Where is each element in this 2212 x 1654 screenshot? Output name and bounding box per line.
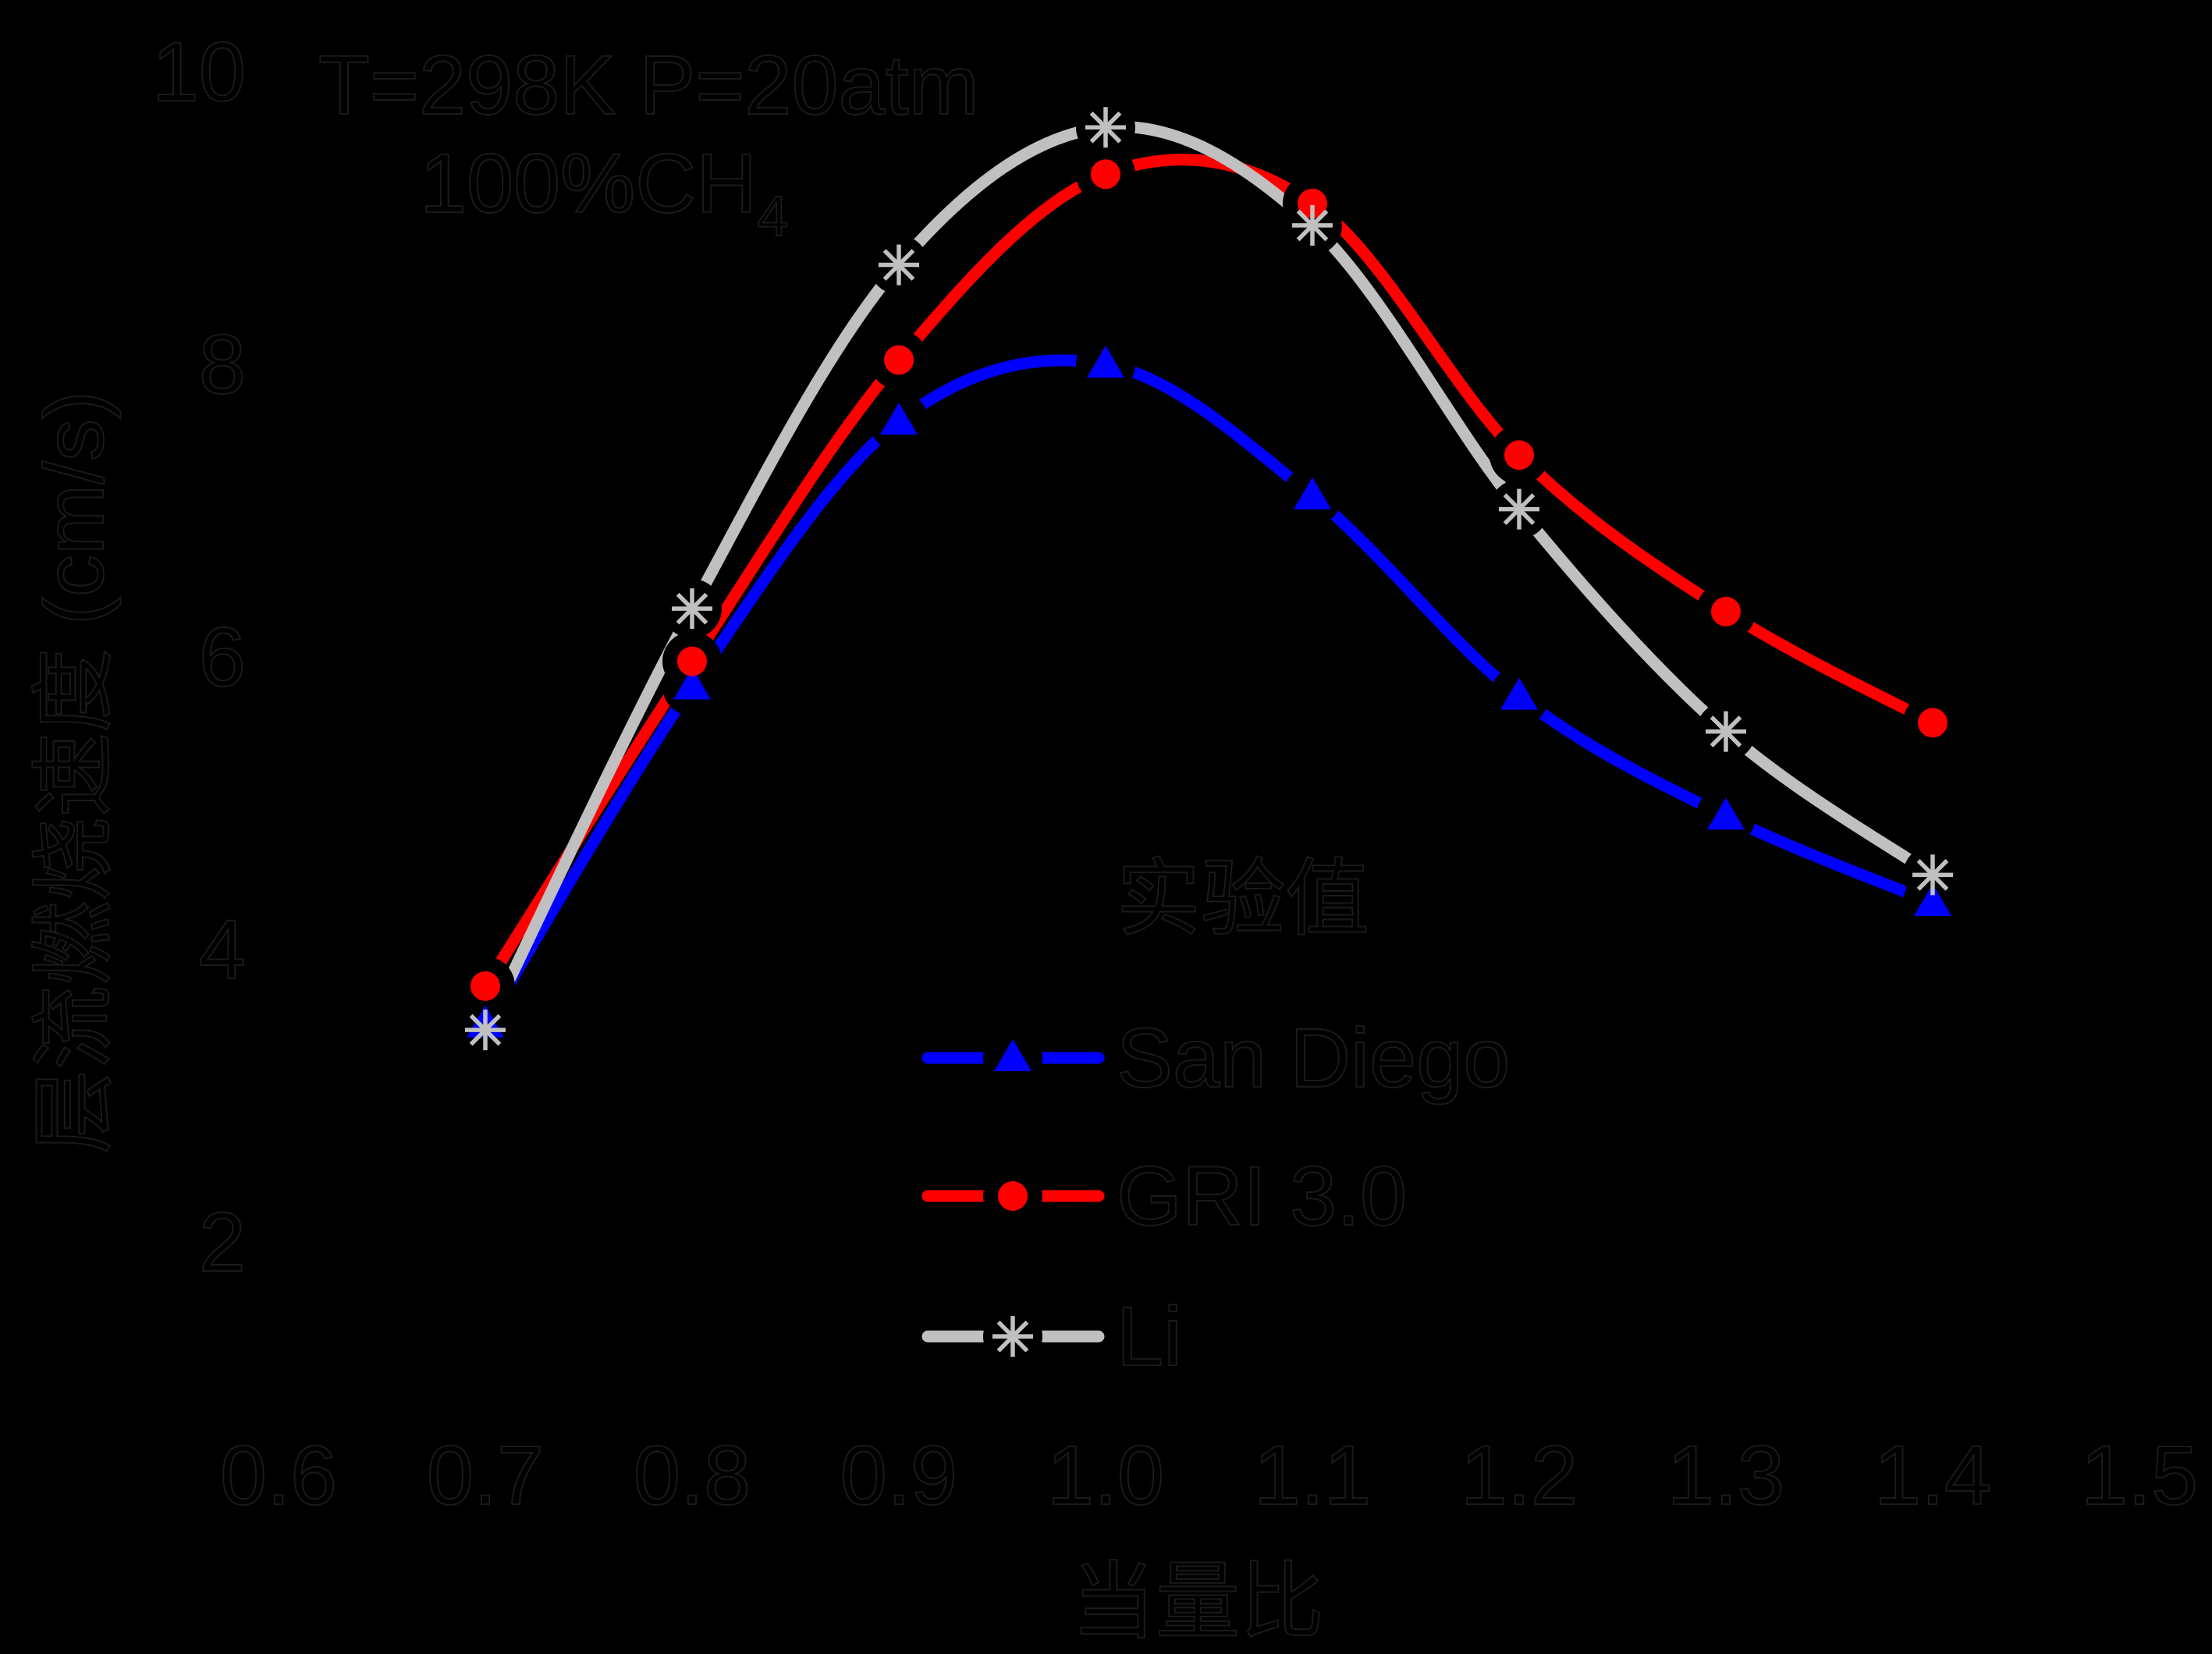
marker-circle [1298, 188, 1327, 218]
marker-circle [1504, 440, 1534, 470]
marker-circle [470, 971, 500, 1001]
legend-sample-marker-asterisk [996, 1320, 1029, 1353]
marker-triangle [1294, 477, 1331, 509]
marker-circle [677, 646, 707, 676]
marker-triangle [1914, 884, 1951, 916]
marker-triangle [1707, 797, 1745, 830]
marker-asterisk [1296, 209, 1329, 242]
x-tick-label: 1.3 [1667, 1427, 1785, 1523]
x-tick-label: 1.1 [1253, 1427, 1372, 1523]
legend-label-san-diego: San Diego [1116, 1010, 1511, 1106]
annotation-mixture-main: 100%CH [419, 135, 758, 231]
y-tick-label: 10 [151, 23, 247, 119]
x-tick-label: 0.7 [426, 1427, 545, 1523]
x-tick-label: 1.2 [1460, 1427, 1578, 1523]
marker-asterisk [1916, 859, 1949, 891]
marker-asterisk [469, 1013, 502, 1046]
annotation-mixture: 100%CH4 [419, 131, 789, 249]
marker-circle [1711, 596, 1741, 626]
x-tick-label: 0.6 [219, 1427, 338, 1523]
y-tick-label: 6 [198, 609, 247, 705]
x-tick-label: 1.0 [1046, 1427, 1165, 1523]
marker-triangle [1087, 346, 1124, 378]
annotation-mixture-subscript: 4 [756, 185, 789, 249]
legend-sample-marker-circle [998, 1181, 1028, 1211]
x-tick-label: 1.4 [1873, 1427, 1992, 1523]
y-tick-label: 2 [198, 1194, 247, 1290]
x-axis-label: 当量比 [1070, 1553, 1325, 1649]
marker-circle [1918, 708, 1947, 738]
marker-circle [1091, 159, 1120, 190]
legend-label-gri-30: GRI 3.0 [1116, 1148, 1408, 1244]
marker-asterisk [882, 249, 915, 281]
marker-triangle [673, 667, 711, 700]
annotation-conditions: T=298K P=20atm [318, 37, 980, 133]
marker-asterisk [1503, 493, 1536, 525]
marker-asterisk [1710, 715, 1742, 747]
legend-label-li: Li [1116, 1288, 1183, 1384]
marker-asterisk [1089, 111, 1122, 144]
x-tick-label: 0.8 [633, 1427, 751, 1523]
legend-header: 实验值 [1116, 850, 1370, 946]
y-tick-label: 8 [198, 316, 247, 412]
legend-sample-marker-triangle [994, 1039, 1031, 1071]
x-tick-label: 0.9 [840, 1427, 958, 1523]
marker-triangle [1500, 677, 1538, 710]
y-tick-label: 4 [198, 901, 247, 997]
y-axis-label: 层流燃烧速度 (cm/s) [26, 390, 122, 1155]
marker-circle [884, 345, 914, 375]
marker-triangle [880, 403, 918, 435]
marker-asterisk [676, 592, 708, 625]
x-tick-label: 1.5 [2080, 1427, 2199, 1523]
